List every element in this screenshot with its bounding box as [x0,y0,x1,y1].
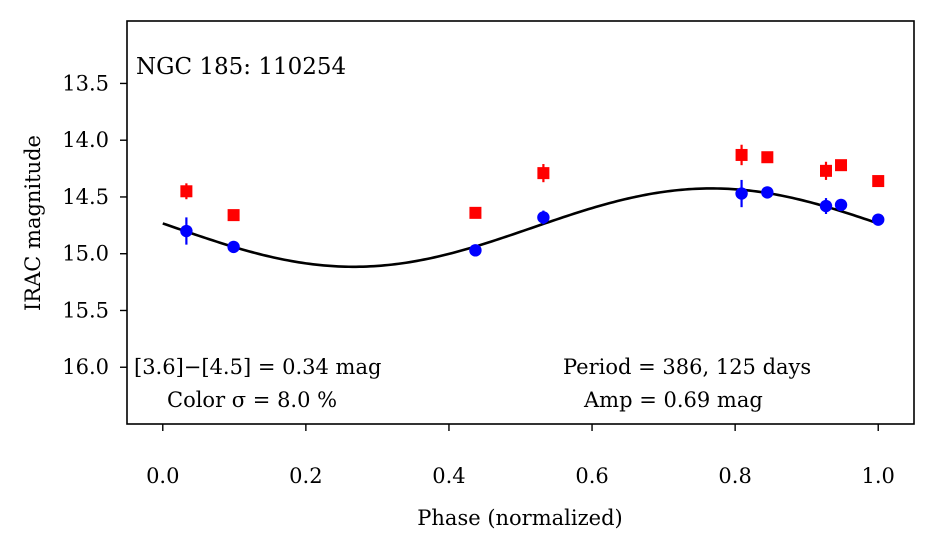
x-tick-label: 0.6 [575,464,608,488]
chart-title: NGC 185: 110254 [136,54,346,80]
red-square-point [227,209,240,222]
color-sigma-annotation: Color σ = 8.0 % [167,388,337,412]
red-square-point [761,151,774,164]
axis-ticks: 0.0 0.2 0.4 0.6 0.8 1.0 13.5 14.0 14.5 15.0 15.5 16… [62,71,895,488]
y-axis-label: IRAC magnitude [21,135,45,311]
blue-circle-point [872,213,885,226]
y-tick-label: 14.0 [62,128,109,152]
y-tick-label: 15.5 [62,298,109,322]
x-tick-label: 0.8 [718,464,751,488]
red-square-point [735,148,748,161]
red-square-point [819,164,832,177]
fit-curve-layer [162,187,879,269]
red-square-point [180,185,193,198]
y-tick-label: 14.5 [62,185,109,209]
blue-circle-point [537,211,550,224]
red-square-point [537,167,550,180]
blue-circle-point [834,198,848,212]
blue-circle-point [735,187,748,200]
y-tick-label: 15.0 [62,242,109,266]
color-index-annotation: [3.6]−[4.5] = 0.34 mag [134,355,381,379]
data-points-layer [180,144,885,257]
period-annotation: Period = 386, 125 days [563,355,811,379]
x-tick-label: 0.4 [432,464,465,488]
blue-circle-point [819,199,833,213]
red-square-point [872,175,885,188]
fit-curve-line [162,187,879,269]
x-tick-label: 1.0 [862,464,895,488]
blue-circle-point [761,186,774,199]
y-tick-label: 13.5 [62,71,109,95]
x-tick-label: 0.0 [146,464,179,488]
y-tick-label: 16.0 [62,355,109,379]
red-square-point [835,159,848,172]
plot-frame [126,20,915,425]
blue-circle-point [180,224,193,238]
x-axis-label: Phase (normalized) [417,506,622,530]
red-square-point [469,206,482,219]
blue-circle-point [227,240,240,254]
amp-annotation: Amp = 0.69 mag [583,388,763,412]
x-tick-label: 0.2 [289,464,322,488]
blue-circle-point [469,244,482,257]
